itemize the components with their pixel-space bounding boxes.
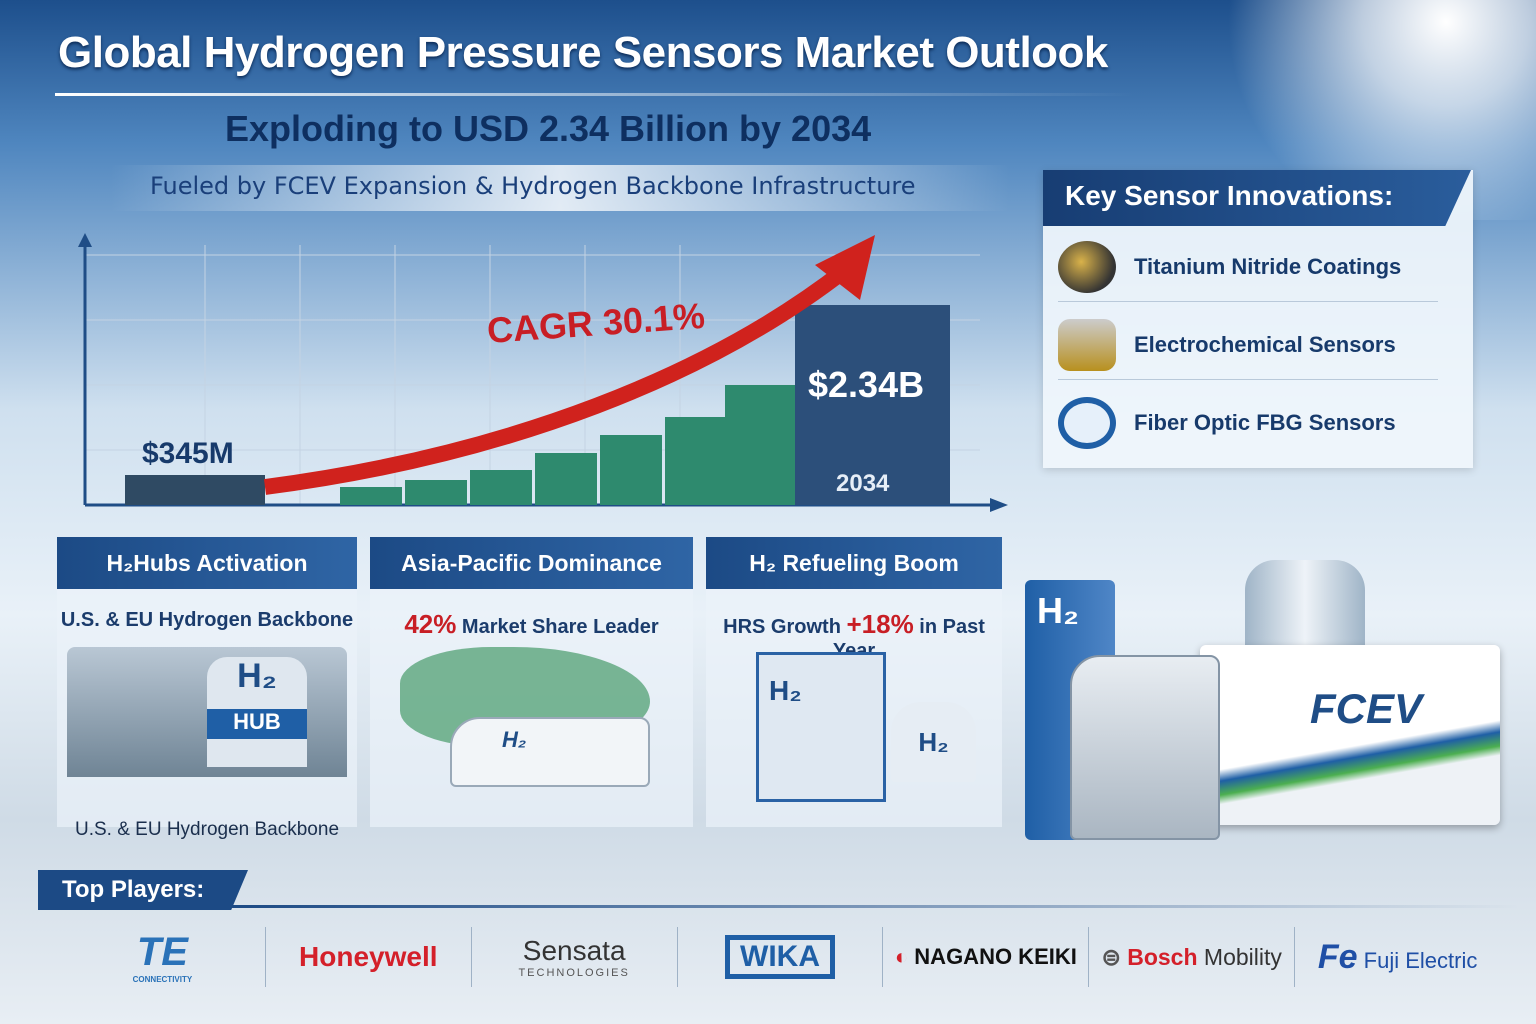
refueling-station-illustration: H₂ [756, 652, 886, 802]
logo-wika: WIKA [678, 927, 884, 987]
card-refueling: H₂ Refueling Boom HRS Growth +18% in Pas… [706, 537, 1002, 827]
innovation-item: Fiber Optic FBG Sensors [1058, 388, 1438, 458]
hydrogen-tank-illustration: H₂ [891, 702, 976, 782]
fiber-optic-icon [1058, 397, 1116, 449]
player-logos: TE CONNECTIVITY Honeywell Sensata TECHNOLO… [60, 918, 1500, 996]
bar [725, 385, 797, 505]
fcev-truck: FCEV [1200, 645, 1500, 825]
tagline-banner [110, 165, 1010, 211]
bar [665, 417, 727, 505]
title-divider [55, 93, 1135, 96]
players-divider [230, 905, 1520, 908]
arrow-head [815, 235, 875, 300]
start-value-label: $345M [142, 437, 234, 470]
logo-honeywell: Honeywell [266, 927, 472, 987]
bar [535, 453, 597, 505]
top-players-title: Top Players: [38, 870, 248, 910]
card-title: H₂ Refueling Boom [706, 537, 1002, 589]
coated-sensor-icon [1058, 240, 1116, 293]
logo-bosch-mobility: ⊜ Bosch Mobility [1089, 927, 1296, 987]
card-h2hubs: H₂Hubs Activation U.S. & EU Hydrogen Bac… [57, 537, 357, 840]
hydrogen-tanker-truck: H₂ [450, 717, 650, 787]
page-subtitle: Exploding to USD 2.34 Billion by 2034 [225, 108, 872, 149]
bar [405, 480, 467, 505]
fcev-scene: H₂ FCEV [1020, 560, 1510, 860]
growth-chart: $345M $2.34B 2034 CAGR 30.1% [78, 233, 1008, 512]
card-subtitle: U.S. & EU Hydrogen Backbone [60, 609, 354, 631]
key-innovations-panel: Key Sensor Innovations: Titanium Nitride… [1043, 170, 1473, 468]
card-caption: U.S. & EU Hydrogen Backbone [74, 819, 340, 840]
hydrogen-hub-illustration: H₂ HUB [67, 647, 347, 777]
page-title: Global Hydrogen Pressure Sensors Market … [58, 28, 1108, 77]
innovation-item: Electrochemical Sensors [1058, 310, 1438, 380]
logo-nagano-keiki: ◐ NAGANO KEIKI [883, 927, 1090, 987]
end-year-label: 2034 [836, 470, 890, 497]
logo-fuji-electric: Fe Fuji Electric [1317, 937, 1478, 976]
cagr-arrow [263, 263, 850, 495]
bar [340, 487, 402, 505]
electrochemical-sensor-icon [1058, 318, 1116, 371]
bar [600, 435, 662, 505]
bar [125, 475, 265, 505]
card-title: H₂Hubs Activation [57, 537, 357, 589]
logo-te-connectivity: TE CONNECTIVITY [60, 927, 266, 987]
bar [795, 305, 950, 505]
card-asia-pacific: Asia-Pacific Dominance 42% Market Share … [370, 537, 693, 827]
innovation-item: Titanium Nitride Coatings [1058, 232, 1438, 302]
card-title: Asia-Pacific Dominance [370, 537, 693, 589]
logo-sensata: Sensata TECHNOLOGIES [472, 927, 678, 987]
bar [470, 470, 532, 505]
tagline: Fueled by FCEV Expansion & Hydrogen Back… [150, 172, 916, 200]
cagr-label: CAGR 30.1% [486, 295, 706, 351]
truck-cab [1070, 655, 1220, 840]
end-value-label: $2.34B [808, 364, 924, 405]
innovations-title: Key Sensor Innovations: [1043, 170, 1471, 226]
card-subtitle: 42% Market Share Leader [404, 609, 659, 639]
